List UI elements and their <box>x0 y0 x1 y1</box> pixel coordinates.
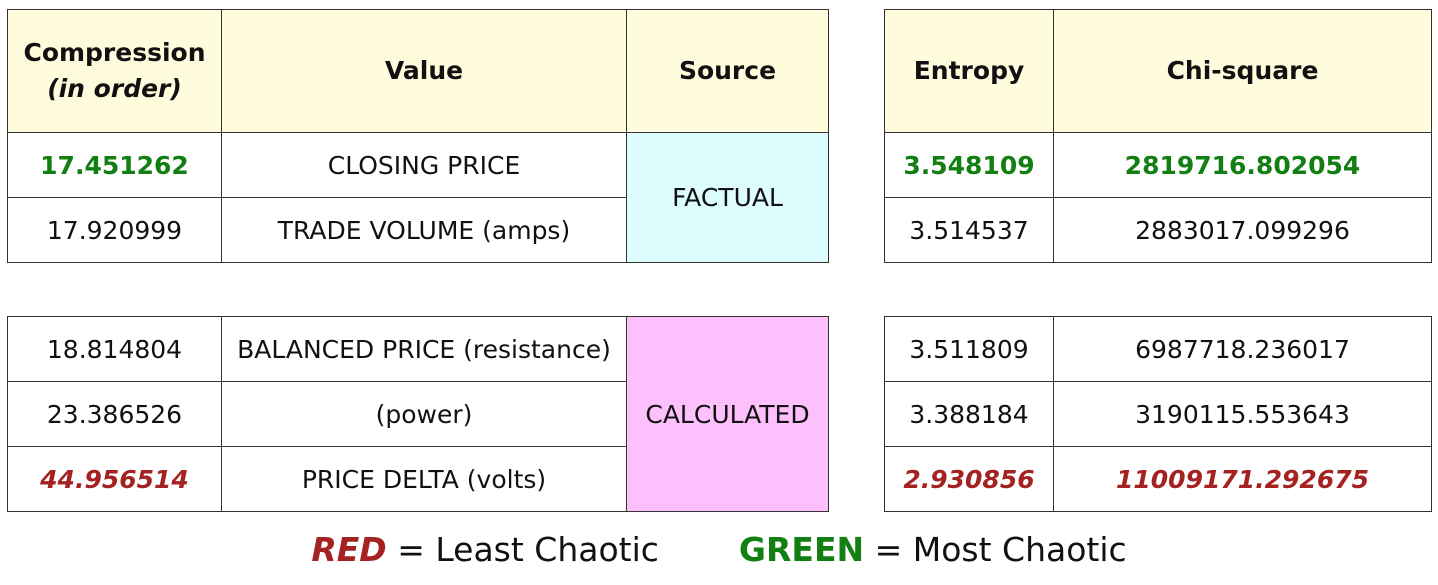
table-row: 17.451262 CLOSING PRICE FACTUAL <box>7 132 829 263</box>
chi-square-cell: 6987718.236017 <box>1053 316 1432 382</box>
calculated-stats-table: 3.511809 6987718.236017 3.388184 3190115… <box>884 316 1432 512</box>
table-row: 18.814804 BALANCED PRICE (resistance) CA… <box>7 316 829 512</box>
compression-header-label: Compression <box>23 38 206 67</box>
entropy-cell: 2.930856 <box>884 446 1054 512</box>
factual-stats-table: Entropy Chi-square 3.548109 2819716.8020… <box>884 9 1432 263</box>
calculated-main-table: 18.814804 BALANCED PRICE (resistance) CA… <box>7 316 829 512</box>
compression-cell: 17.920999 <box>7 197 222 263</box>
value-cell: PRICE DELTA (volts) <box>221 446 627 512</box>
compression-header: Compression (in order) <box>7 9 222 133</box>
value-header: Value <box>221 9 627 133</box>
header-row: Compression (in order) Value Source <box>7 9 829 133</box>
value-cell: BALANCED PRICE (resistance) <box>221 316 627 382</box>
compression-header-sub: (in order) <box>47 74 182 103</box>
factual-main-table: Compression (in order) Value Source 17.4… <box>7 9 829 263</box>
table-row: 2.930856 11009171.292675 <box>884 446 1432 512</box>
value-cell: CLOSING PRICE <box>221 132 627 198</box>
chi-square-cell: 2819716.802054 <box>1053 132 1432 198</box>
value-cell: (power) <box>221 381 627 447</box>
compression-cell: 17.451262 <box>7 132 222 198</box>
compression-cell: 23.386526 <box>7 381 222 447</box>
table-row: 44.956514 PRICE DELTA (volts) <box>7 446 829 512</box>
source-header: Source <box>626 9 829 133</box>
source-cell-factual: FACTUAL <box>626 132 829 263</box>
entropy-cell: 3.548109 <box>884 132 1054 198</box>
entropy-cell: 3.514537 <box>884 197 1054 263</box>
legend-red-text: = Least Chaotic <box>386 530 659 569</box>
chi-square-cell: 11009171.292675 <box>1053 446 1432 512</box>
compression-cell: 18.814804 <box>7 316 222 382</box>
entropy-cell: 3.388184 <box>884 381 1054 447</box>
entropy-header: Entropy <box>884 9 1054 133</box>
value-cell: TRADE VOLUME (amps) <box>221 197 627 263</box>
compression-cell: 44.956514 <box>7 446 222 512</box>
table-row: 3.388184 3190115.553643 <box>884 381 1432 447</box>
legend-green-text: = Most Chaotic <box>864 530 1127 569</box>
source-cell-calculated: CALCULATED <box>626 316 829 512</box>
table-row: 17.920999 TRADE VOLUME (amps) <box>7 197 829 263</box>
color-legend: RED = Least Chaotic GREEN = Most Chaotic <box>0 530 1438 569</box>
legend-green-word: GREEN <box>738 530 865 569</box>
chi-square-cell: 3190115.553643 <box>1053 381 1432 447</box>
chi-square-cell: 2883017.099296 <box>1053 197 1432 263</box>
header-row: Entropy Chi-square <box>884 9 1432 133</box>
entropy-cell: 3.511809 <box>884 316 1054 382</box>
table-row: 3.548109 2819716.802054 <box>884 132 1432 198</box>
table-row: 3.511809 6987718.236017 <box>884 316 1432 382</box>
chi-square-header: Chi-square <box>1053 9 1432 133</box>
legend-red-word: RED <box>311 530 387 569</box>
table-row: 3.514537 2883017.099296 <box>884 197 1432 263</box>
